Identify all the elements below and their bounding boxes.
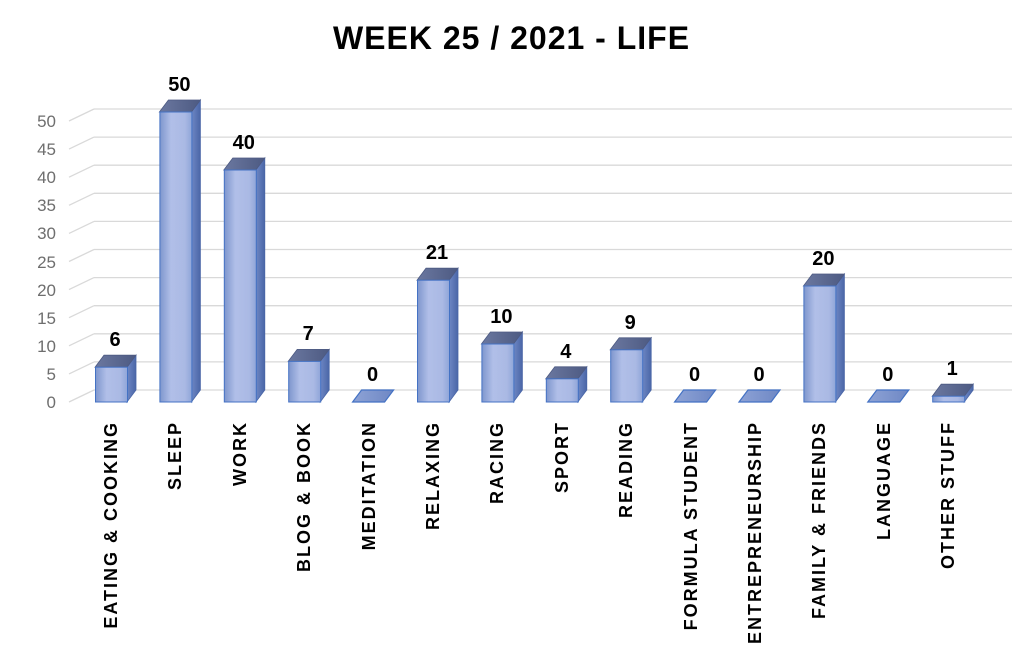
value-label-formula-student: 0: [689, 364, 701, 386]
value-label-sport: 4: [560, 340, 572, 363]
bar-blog-book: [287, 348, 331, 404]
y-tick-label-10: 10: [37, 336, 56, 356]
value-label-entrepreneurship: 0: [753, 364, 765, 386]
y-tick-label-15: 15: [37, 308, 56, 328]
gridline-connector-15: [68, 305, 95, 319]
value-label-racing: 10: [490, 306, 513, 328]
bar-formula-student: [673, 389, 717, 403]
bar-language: [866, 389, 910, 403]
category-label-reading: READING: [616, 421, 637, 519]
bar-zero-marker: [351, 389, 395, 403]
category-label-other-stuff: OTHER STUFF: [938, 421, 959, 569]
category-label-language: LANGUAGE: [873, 421, 894, 540]
gridline-connector-5: [68, 361, 95, 375]
value-label-work: 40: [232, 132, 255, 154]
category-label-sport: SPORT: [551, 421, 572, 494]
category-label-work: WORK: [229, 421, 250, 486]
category-label-entrepreneurship: ENTREPRENEURSHIP: [745, 421, 765, 645]
category-label-blog-book: BLOG & BOOK: [294, 421, 315, 572]
category-label-relaxing: RELAXING: [423, 421, 443, 531]
y-tick-label-45: 45: [37, 140, 56, 160]
y-tick-label-30: 30: [37, 224, 56, 244]
bar-front-face: [610, 349, 644, 403]
bar-front-face: [932, 395, 966, 403]
category-label-racing: RACING: [487, 421, 508, 504]
bar-entrepreneurship: [737, 389, 782, 403]
value-label-relaxing: 21: [425, 242, 449, 265]
gridline-connector-35: [68, 192, 95, 206]
category-label-meditation: MEDITATION: [358, 421, 379, 551]
y-tick-label-25: 25: [37, 252, 56, 272]
category-label-family-friends: FAMILY & FRIENDS: [809, 421, 830, 620]
gridline-connector-20: [68, 277, 95, 291]
bar-zero-marker: [737, 389, 782, 403]
bar-relaxing: [416, 267, 459, 404]
bar-front-face: [803, 285, 837, 403]
gridline-connector-0: [68, 389, 95, 403]
y-tick-label-20: 20: [37, 280, 56, 300]
y-tick-label-40: 40: [37, 168, 56, 188]
value-label-language: 0: [882, 364, 894, 386]
category-label-formula-student: FORMULA STUDENT: [680, 421, 701, 631]
bar-front-face: [545, 378, 579, 403]
value-label-meditation: 0: [367, 364, 379, 386]
bar-reading: [609, 336, 653, 404]
bar-front-face: [417, 279, 450, 403]
gridline-connector-30: [68, 220, 95, 234]
value-label-reading: 9: [624, 311, 636, 334]
value-label-other-stuff: 1: [946, 358, 958, 381]
value-label-eating-cooking: 6: [109, 329, 121, 352]
value-label-blog-book: 7: [302, 323, 314, 346]
value-label-sleep: 50: [168, 74, 191, 96]
bar-side-face: [448, 267, 459, 404]
category-label-sleep: SLEEP: [165, 421, 186, 491]
bar-zero-marker: [866, 389, 910, 403]
y-tick-label-35: 35: [37, 196, 56, 216]
bar-zero-marker: [673, 389, 717, 403]
chart-title: WEEK 25 / 2021 - LIFE: [332, 20, 691, 56]
bar-sleep: [158, 98, 202, 404]
gridline-connector-10: [68, 333, 95, 347]
y-tick-label-0: 0: [46, 393, 56, 412]
bar-meditation: [351, 389, 395, 403]
bar-front-face: [481, 343, 515, 403]
gridline-connector-25: [68, 248, 95, 263]
bar-side-face: [835, 272, 845, 404]
bar-other-stuff: [931, 383, 975, 404]
bar-racing: [480, 330, 524, 404]
bar-work: [223, 156, 266, 404]
bar-sport: [544, 365, 588, 404]
bar-front-face: [95, 366, 128, 403]
bar-front-face: [159, 111, 193, 403]
bar-front-face: [288, 360, 322, 403]
bar-front-face: [223, 169, 257, 403]
bar-eating-cooking: [94, 354, 137, 404]
y-tick-label-5: 5: [46, 364, 56, 384]
value-label-family-friends: 20: [812, 248, 835, 270]
bar-family-friends: [802, 272, 846, 404]
bar-side-face: [255, 156, 266, 404]
gridline-connector-40: [68, 164, 95, 178]
gridline-connector-45: [68, 136, 95, 150]
bar-side-face: [190, 98, 201, 404]
y-tick-label-50: 50: [37, 112, 56, 131]
category-label-eating-cooking: EATING & COOKING: [101, 421, 121, 629]
gridline-connector-50: [68, 108, 95, 122]
